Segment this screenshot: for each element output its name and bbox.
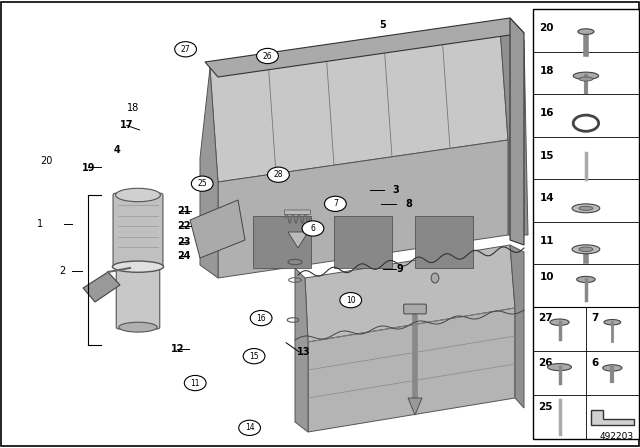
Ellipse shape [604, 319, 621, 325]
Polygon shape [205, 18, 524, 77]
Circle shape [340, 293, 362, 308]
Text: 11: 11 [191, 379, 200, 388]
Text: 18: 18 [540, 66, 554, 76]
Ellipse shape [578, 29, 594, 34]
Text: 4: 4 [114, 145, 120, 155]
Ellipse shape [579, 247, 593, 251]
Polygon shape [218, 140, 508, 278]
Text: 24: 24 [177, 251, 191, 261]
Text: 3: 3 [392, 185, 399, 195]
Polygon shape [200, 68, 218, 278]
Text: 10: 10 [540, 272, 554, 282]
Text: 22: 22 [177, 221, 191, 231]
Text: 25: 25 [538, 401, 553, 412]
Circle shape [324, 196, 346, 211]
Polygon shape [415, 215, 473, 268]
FancyBboxPatch shape [116, 267, 160, 329]
FancyBboxPatch shape [284, 210, 310, 215]
Text: 20: 20 [40, 156, 53, 166]
Polygon shape [510, 18, 524, 245]
Text: 28: 28 [274, 170, 283, 179]
Text: 21: 21 [177, 206, 191, 215]
Text: 13: 13 [297, 347, 311, 357]
Text: 492203: 492203 [600, 432, 634, 441]
FancyBboxPatch shape [404, 304, 426, 314]
Ellipse shape [577, 276, 595, 283]
Ellipse shape [572, 204, 600, 213]
Polygon shape [295, 268, 308, 432]
Ellipse shape [548, 364, 572, 370]
Ellipse shape [573, 72, 598, 79]
Text: 15: 15 [540, 151, 554, 161]
Text: 18: 18 [127, 103, 140, 112]
Text: 7: 7 [591, 314, 598, 323]
Text: 1: 1 [36, 219, 43, 229]
Text: 20: 20 [540, 23, 554, 33]
Circle shape [268, 167, 289, 182]
Text: 6: 6 [591, 358, 598, 367]
Polygon shape [305, 245, 515, 342]
Polygon shape [334, 215, 392, 268]
Ellipse shape [119, 322, 157, 332]
Text: 16: 16 [256, 314, 266, 323]
Text: 26: 26 [538, 358, 553, 367]
Polygon shape [253, 215, 311, 268]
Polygon shape [288, 232, 308, 248]
Text: 8: 8 [405, 199, 412, 209]
Text: 9: 9 [397, 264, 403, 274]
Circle shape [184, 375, 206, 391]
Text: 19: 19 [81, 163, 95, 173]
Ellipse shape [550, 319, 569, 325]
Ellipse shape [113, 261, 164, 272]
Circle shape [257, 48, 278, 64]
Polygon shape [408, 398, 422, 415]
Text: 12: 12 [170, 345, 184, 354]
Polygon shape [591, 410, 634, 426]
Text: 11: 11 [540, 236, 554, 246]
Ellipse shape [431, 273, 439, 283]
Polygon shape [308, 308, 515, 432]
Text: 7: 7 [333, 199, 338, 208]
Ellipse shape [603, 365, 622, 371]
Circle shape [302, 221, 324, 236]
Circle shape [175, 42, 196, 57]
Ellipse shape [572, 245, 600, 254]
Text: 10: 10 [346, 296, 356, 305]
Text: 23: 23 [177, 237, 191, 247]
Circle shape [243, 349, 265, 364]
Polygon shape [510, 245, 524, 408]
Ellipse shape [579, 77, 593, 81]
FancyBboxPatch shape [533, 9, 639, 439]
Text: 26: 26 [262, 52, 273, 60]
Text: 17: 17 [120, 121, 134, 130]
Polygon shape [500, 27, 528, 235]
Text: 14: 14 [540, 194, 554, 203]
FancyBboxPatch shape [113, 193, 163, 266]
Text: 15: 15 [249, 352, 259, 361]
Text: 6: 6 [310, 224, 316, 233]
Text: 25: 25 [197, 179, 207, 188]
Text: 5: 5 [380, 20, 386, 30]
Polygon shape [190, 200, 245, 258]
Text: 16: 16 [540, 108, 554, 118]
Text: 2: 2 [60, 266, 66, 276]
Text: 27: 27 [180, 45, 191, 54]
Polygon shape [83, 272, 120, 302]
Text: 14: 14 [244, 423, 255, 432]
Ellipse shape [116, 188, 161, 202]
Circle shape [191, 176, 213, 191]
Ellipse shape [579, 206, 593, 211]
Circle shape [239, 420, 260, 435]
Text: 27: 27 [538, 314, 553, 323]
Polygon shape [210, 27, 508, 182]
Circle shape [250, 310, 272, 326]
